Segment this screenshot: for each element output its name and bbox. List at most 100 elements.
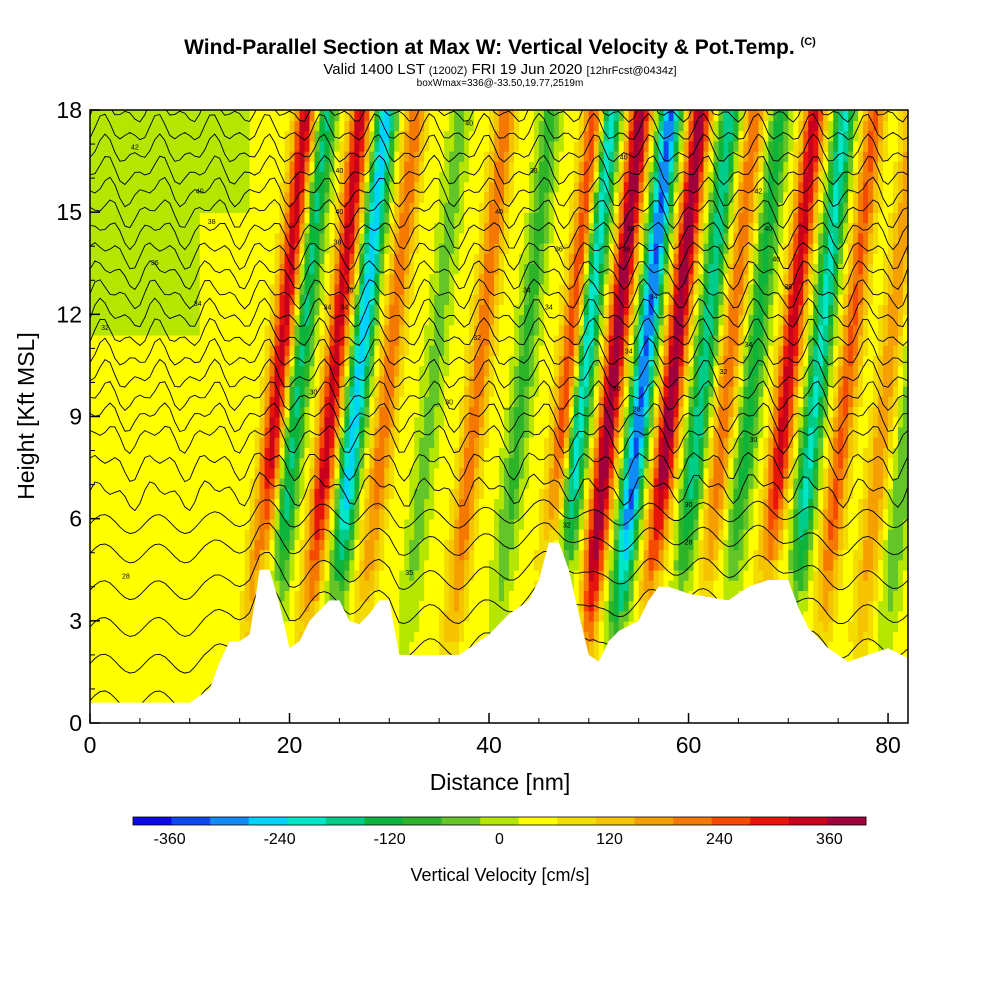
- field-cell: [334, 406, 341, 418]
- field-cell: [189, 140, 196, 152]
- field-cell: [369, 569, 376, 581]
- field-cell: [134, 263, 141, 275]
- field-cell: [294, 416, 301, 428]
- field-cell: [374, 569, 381, 581]
- field-cell: [409, 641, 416, 653]
- field-cell: [304, 488, 311, 500]
- field-cell: [199, 406, 206, 418]
- field-cell: [324, 375, 331, 387]
- field-cell: [329, 549, 336, 561]
- field-cell: [244, 130, 251, 142]
- field-cell: [139, 620, 146, 632]
- field-cell: [379, 232, 386, 244]
- field-cell: [474, 620, 480, 632]
- field-cell: [239, 488, 246, 500]
- field-cell: [359, 426, 366, 438]
- field-cell: [199, 161, 206, 173]
- field-cell: [469, 620, 475, 632]
- field-cell: [449, 436, 455, 448]
- field-cell: [439, 201, 445, 213]
- field-cell: [444, 641, 450, 653]
- field-cell: [489, 212, 495, 224]
- field-cell: [209, 150, 216, 162]
- field-cell: [94, 293, 101, 305]
- field-cell: [124, 426, 131, 438]
- field-cell: [219, 528, 226, 540]
- field-cell: [249, 324, 256, 336]
- field-cell: [439, 396, 445, 408]
- field-cell: [429, 314, 435, 326]
- field-cell: [134, 498, 141, 510]
- field-cell: [394, 631, 401, 643]
- field-cell: [289, 181, 296, 193]
- field-cell: [404, 477, 411, 489]
- field-cell: [254, 222, 261, 234]
- field-cell: [329, 201, 336, 213]
- field-cell: [499, 130, 505, 142]
- field-cell: [124, 120, 131, 132]
- field-cell: [364, 263, 371, 275]
- field-cell: [139, 253, 146, 265]
- field-cell: [239, 355, 246, 367]
- field-cell: [314, 375, 321, 387]
- field-cell: [229, 416, 236, 428]
- field-cell: [299, 385, 306, 397]
- field-cell: [339, 365, 346, 377]
- field-cell: [294, 457, 301, 469]
- field-cell: [294, 569, 301, 581]
- field-cell: [394, 477, 401, 489]
- field-cell: [444, 447, 450, 459]
- field-cell: [404, 283, 411, 295]
- field-cell: [319, 293, 326, 305]
- field-cell: [244, 426, 251, 438]
- field-cell: [454, 181, 460, 193]
- field-cell: [454, 600, 460, 612]
- field-cell: [109, 692, 116, 704]
- field-cell: [149, 426, 156, 438]
- field-cell: [90, 457, 96, 469]
- field-cell: [479, 212, 485, 224]
- field-cell: [134, 569, 141, 581]
- field-cell: [299, 191, 306, 203]
- field-cell: [379, 488, 386, 500]
- field-cell: [314, 314, 321, 326]
- field-cell: [124, 488, 131, 500]
- field-cell: [479, 191, 485, 203]
- field-cell: [379, 355, 386, 367]
- field-cell: [129, 620, 136, 632]
- field-cell: [94, 682, 101, 694]
- field-cell: [354, 355, 361, 367]
- field-cell: [264, 406, 271, 418]
- field-cell: [149, 661, 156, 673]
- field-cell: [219, 467, 226, 479]
- field-cell: [484, 344, 490, 356]
- field-cell: [149, 620, 156, 632]
- field-cell: [219, 191, 226, 203]
- field-cell: [434, 171, 440, 183]
- field-cell: [434, 641, 440, 653]
- field-cell: [379, 549, 386, 561]
- field-cell: [404, 150, 411, 162]
- field-cell: [389, 539, 396, 551]
- field-cell: [294, 304, 301, 316]
- field-cell: [209, 416, 216, 428]
- field-cell: [184, 467, 191, 479]
- field-cell: [464, 467, 470, 479]
- field-cell: [144, 600, 151, 612]
- field-cell: [474, 467, 480, 479]
- field-cell: [409, 396, 416, 408]
- field-cell: [414, 416, 420, 428]
- field-cell: [109, 477, 116, 489]
- field-cell: [90, 498, 96, 510]
- field-cell: [454, 426, 460, 438]
- field-cell: [399, 293, 406, 305]
- field-cell: [444, 539, 450, 551]
- field-cell: [259, 447, 266, 459]
- field-cell: [379, 181, 386, 193]
- field-cell: [439, 171, 445, 183]
- field-cell: [104, 263, 111, 275]
- field-cell: [90, 682, 96, 694]
- field-cell: [489, 140, 495, 152]
- field-cell: [189, 201, 196, 213]
- field-cell: [214, 222, 221, 234]
